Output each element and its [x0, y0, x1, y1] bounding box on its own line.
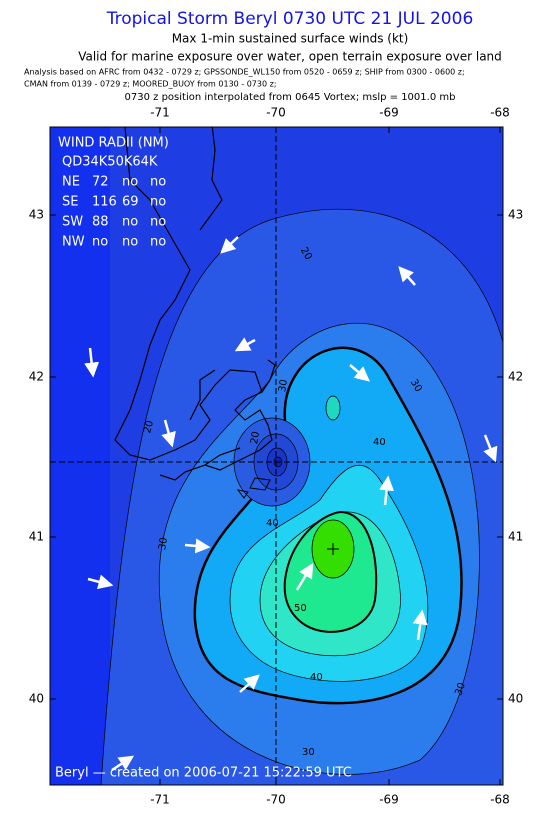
analysis-line: Analysis based on AFRC from 0432 - 0729 … — [24, 68, 465, 77]
position-note: 0730 z position interpolated from 0645 V… — [125, 92, 456, 103]
lat-tick-label: 41 — [29, 530, 44, 544]
table-cell: no — [122, 235, 138, 250]
table-cell: no — [92, 235, 108, 250]
lon-tick-label: -71 — [150, 106, 170, 120]
table-cell: no — [150, 215, 166, 230]
table-cell: NW — [62, 235, 85, 250]
table-cell: no — [150, 175, 166, 190]
lat-tick-label: 42 — [508, 370, 523, 384]
contour-label: 30 — [277, 379, 290, 393]
analysis-line: CMAN from 0139 - 0729 z; MOORED_BUOY fro… — [24, 80, 277, 89]
lon-tick-label: -69 — [379, 106, 399, 120]
contour-label: 30 — [302, 747, 315, 758]
lon-tick-label: -71 — [150, 793, 170, 807]
lon-tick-label: -70 — [266, 793, 286, 807]
contour-label: 50 — [294, 603, 307, 614]
subtitle: Max 1-min sustained surface winds (kt) — [172, 32, 409, 46]
table-cell: no — [122, 215, 138, 230]
title: Tropical Storm Beryl 0730 UTC 21 JUL 200… — [106, 9, 474, 29]
contour-label: 20 — [142, 419, 156, 434]
valid-note: Valid for marine exposure over water, op… — [78, 50, 502, 64]
table-cell: no — [122, 175, 138, 190]
table-header: QD34K50K64K — [62, 155, 158, 170]
contour-label: 30 — [157, 537, 170, 551]
table-title: WIND RADII (NM) — [58, 136, 169, 151]
table-cell: 69 — [122, 195, 139, 210]
contour-label: 40 — [266, 518, 279, 529]
table-cell: SW — [62, 215, 83, 230]
lat-tick-label: 41 — [508, 530, 523, 544]
lon-tick-label: -68 — [490, 106, 510, 120]
lat-tick-label: 43 — [29, 208, 44, 222]
lat-tick-label: 40 — [508, 692, 523, 706]
footer: Beryl — created on 2006-07-21 15:22:59 U… — [55, 766, 352, 781]
contour-label: 20 — [249, 431, 262, 445]
table-cell: no — [150, 195, 166, 210]
lon-tick-label: -69 — [379, 793, 399, 807]
wind-radii-table: WIND RADII (NM) QD34K50K64K — [58, 136, 169, 170]
lat-tick-label: 43 — [508, 208, 523, 222]
lat-tick-label: 40 — [29, 692, 44, 706]
table-cell: 88 — [92, 215, 109, 230]
table-cell: no — [150, 235, 166, 250]
table-cell: SE — [62, 195, 78, 210]
contour-label: 40 — [310, 672, 323, 683]
table-cell: 116 — [92, 195, 117, 210]
table-cell: NE — [62, 175, 80, 190]
lon-tick-label: -68 — [490, 793, 510, 807]
table-cell: 72 — [92, 175, 109, 190]
contour-label: 40 — [373, 437, 386, 448]
wind-field — [50, 127, 503, 785]
lat-tick-label: 42 — [29, 370, 44, 384]
lon-tick-label: -70 — [266, 106, 286, 120]
contour-label: 30 — [453, 681, 468, 697]
